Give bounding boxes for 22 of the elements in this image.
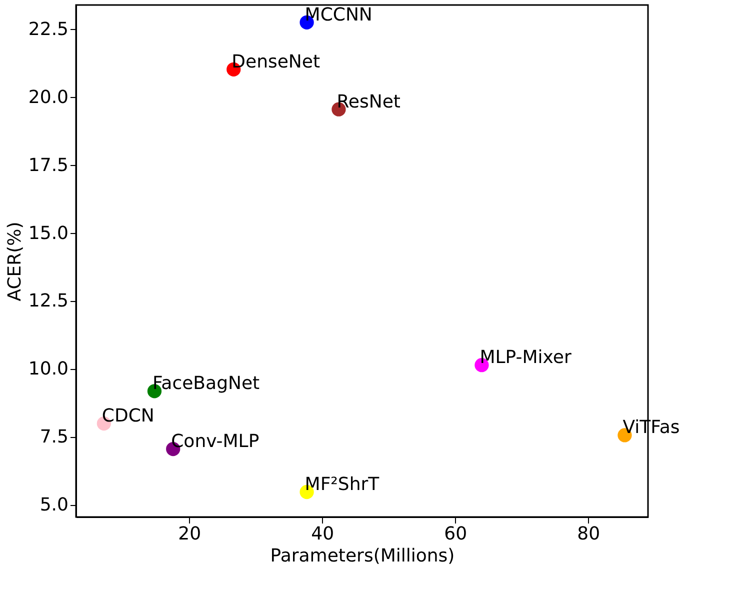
series-label: MLP-Mixer xyxy=(480,347,572,368)
series-label: Conv-MLP xyxy=(171,431,260,452)
y-tick-label: 15.0 xyxy=(28,222,68,244)
series-label: ResNet xyxy=(336,91,400,112)
y-axis-title: ACER(%) xyxy=(4,222,26,302)
y-tick-label: 22.5 xyxy=(28,18,68,40)
x-tick-label: 60 xyxy=(444,524,468,544)
y-tick-label: 5.0 xyxy=(40,494,68,516)
series-label: DenseNet xyxy=(232,51,320,72)
series-label: MF²ShrT xyxy=(304,474,380,495)
x-tick-label: 40 xyxy=(311,524,334,544)
x-tick-label: 80 xyxy=(577,524,600,544)
x-tick-label: 20 xyxy=(178,524,202,544)
y-tick-label: 12.5 xyxy=(28,290,68,312)
y-tick-label: 7.5 xyxy=(40,426,68,448)
x-axis-title: Parameters(Millions) xyxy=(270,546,455,566)
series-label: MCCNN xyxy=(304,4,372,26)
y-tick-label: 10.0 xyxy=(28,358,68,380)
y-tick-label: 17.5 xyxy=(28,154,68,176)
series-label: CDCN xyxy=(102,406,154,427)
y-tick-label: 20.0 xyxy=(28,86,68,108)
series-label: FaceBagNet xyxy=(152,373,260,394)
